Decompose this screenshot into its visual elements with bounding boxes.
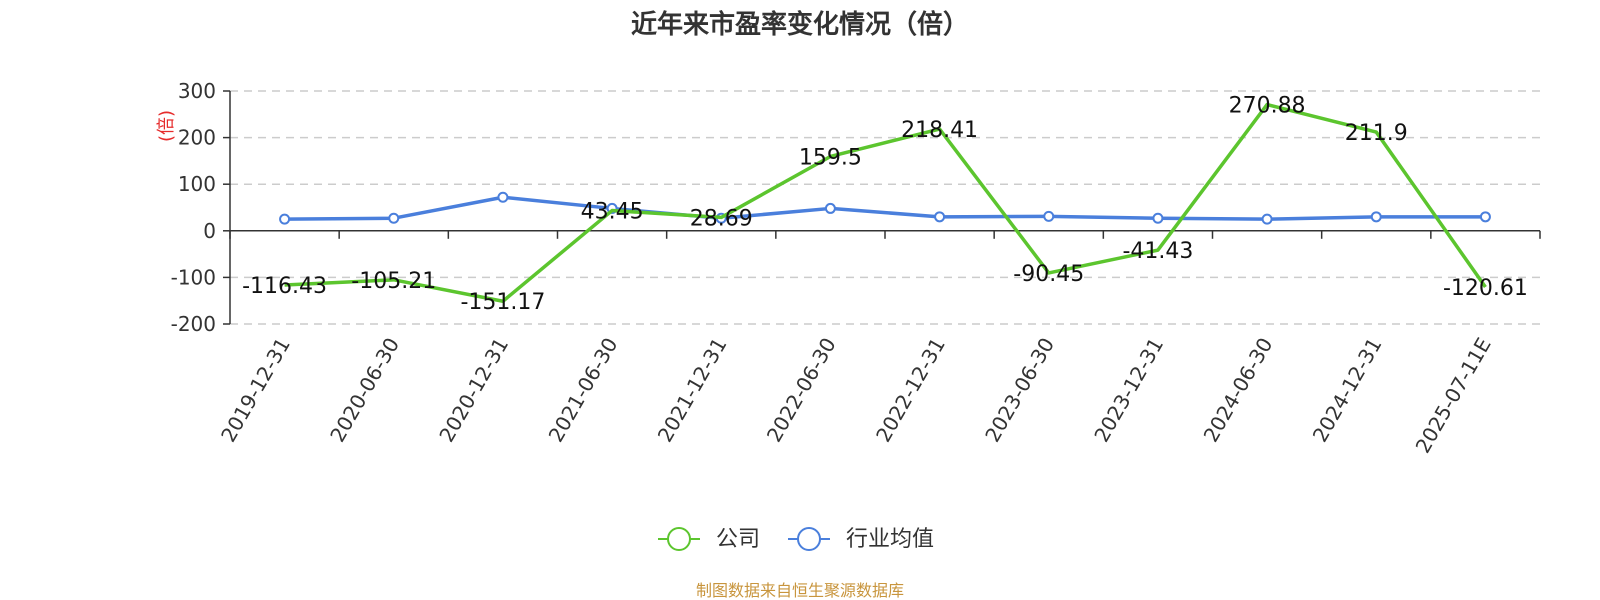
x-tick-label: 2021-12-31 bbox=[653, 334, 732, 447]
legend-label-industry: 行业均值 bbox=[846, 527, 934, 552]
legend-item-company[interactable]: 公司 bbox=[658, 527, 760, 552]
data-source-note: 制图数据来自恒生聚源数据库 bbox=[696, 581, 904, 600]
data-label-company: -151.17 bbox=[460, 290, 545, 315]
x-tick-label: 2024-06-30 bbox=[1199, 334, 1278, 447]
data-point-industry[interactable] bbox=[934, 211, 946, 223]
data-point-industry[interactable] bbox=[388, 212, 400, 224]
data-point-industry[interactable] bbox=[497, 191, 509, 203]
y-tick-label: 0 bbox=[203, 219, 216, 243]
x-tick-label: 2024-12-31 bbox=[1308, 334, 1387, 447]
x-tick-label: 2022-06-30 bbox=[762, 334, 841, 447]
data-label-company: 218.41 bbox=[901, 118, 978, 143]
x-tick-label: 2025-07-11E bbox=[1411, 334, 1496, 458]
y-tick-label: -100 bbox=[171, 265, 216, 289]
y-axis-label: (倍) bbox=[156, 110, 177, 142]
data-label-company: 159.5 bbox=[799, 145, 862, 170]
y-tick-label: 300 bbox=[178, 79, 216, 103]
x-tick-label: 2022-12-31 bbox=[871, 333, 950, 446]
data-point-industry[interactable] bbox=[1479, 211, 1491, 223]
data-point-industry[interactable] bbox=[279, 213, 291, 225]
data-labels: -116.43 -105.21 -151.17 43.45 28.69 159.5 218.… bbox=[242, 94, 1528, 316]
legend-label-company: 公司 bbox=[716, 527, 760, 552]
data-point-industry[interactable] bbox=[1261, 213, 1273, 225]
legend-item-industry[interactable]: 行业均值 bbox=[788, 527, 934, 552]
y-tick-label: -200 bbox=[171, 312, 216, 336]
x-tick-label: 2023-06-30 bbox=[980, 334, 1059, 447]
legend-marker-industry bbox=[797, 527, 821, 551]
legend[interactable]: 公司 行业均值 bbox=[658, 527, 934, 552]
data-label-company: 28.69 bbox=[690, 206, 753, 231]
chart-title: 近年来市盈率变化情况（倍） bbox=[631, 9, 969, 40]
y-tick-label: 200 bbox=[178, 126, 216, 150]
data-point-industry[interactable] bbox=[1370, 211, 1382, 223]
data-point-industry[interactable] bbox=[824, 202, 836, 214]
series-line-industry bbox=[284, 195, 1486, 221]
data-label-company: -105.21 bbox=[351, 269, 436, 294]
data-label-company: -90.45 bbox=[1013, 262, 1084, 287]
series-lines bbox=[279, 102, 1491, 303]
data-label-company: 270.88 bbox=[1229, 94, 1306, 119]
x-tick-label: 2019-12-31 bbox=[216, 334, 295, 447]
y-tick-label: 100 bbox=[178, 172, 216, 196]
data-label-company: 211.9 bbox=[1345, 121, 1408, 146]
x-tick-label: 2023-12-31 bbox=[1089, 334, 1168, 447]
data-label-company: -41.43 bbox=[1122, 239, 1193, 264]
data-point-industry[interactable] bbox=[1152, 212, 1164, 224]
data-label-company: -116.43 bbox=[242, 274, 327, 299]
data-label-company: -120.61 bbox=[1443, 276, 1528, 301]
x-tick-label: 2020-12-31 bbox=[434, 333, 513, 446]
series-line-company bbox=[284, 102, 1487, 303]
x-tick-label: 2020-06-30 bbox=[325, 334, 404, 447]
data-label-company: 43.45 bbox=[581, 200, 644, 225]
data-point-industry[interactable] bbox=[1043, 210, 1055, 222]
legend-marker-company bbox=[667, 527, 691, 551]
x-tick-label: 2021-06-30 bbox=[544, 334, 623, 447]
